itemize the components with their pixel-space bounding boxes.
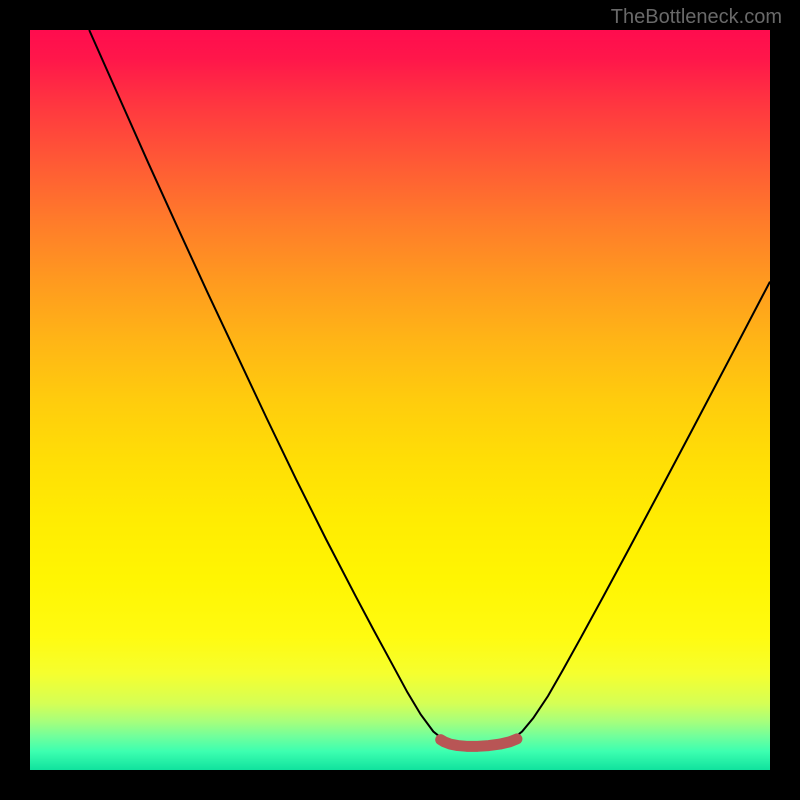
plot-background [30, 30, 770, 770]
chart-svg [0, 0, 800, 800]
bottleneck-chart: TheBottleneck.com [0, 0, 800, 800]
watermark-text: TheBottleneck.com [611, 6, 782, 29]
